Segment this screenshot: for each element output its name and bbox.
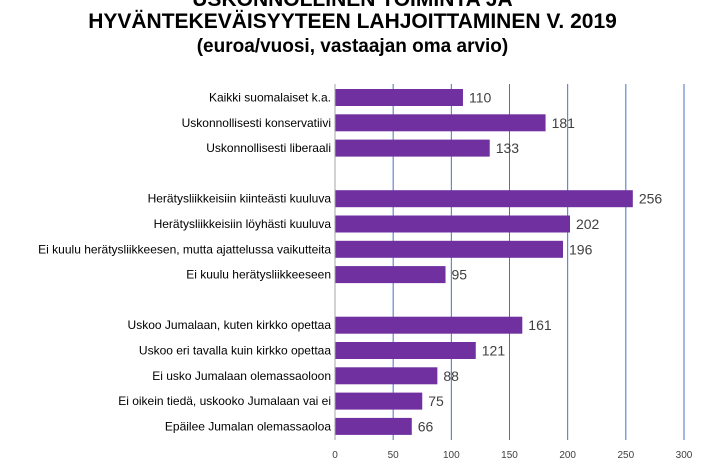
bar — [335, 316, 523, 334]
data-label: 196 — [569, 241, 593, 257]
x-tick-label: 150 — [501, 450, 518, 461]
data-label: 202 — [576, 216, 600, 232]
category-label: Ei usko Jumalaan olemassaoloon — [152, 369, 331, 383]
data-label: 110 — [469, 90, 492, 106]
x-tick-label: 0 — [332, 450, 338, 461]
bar — [335, 266, 446, 284]
bar — [335, 139, 490, 157]
category-label: Herätysliikkeisiin kiinteästi kuuluva — [148, 192, 332, 206]
chart-title-line-2: HYVÄNTEKEVÄISYYTEEN LAHJOITTAMINEN V. 20… — [88, 10, 617, 33]
data-label: 133 — [496, 140, 520, 156]
category-label: Herätysliikkeisiin löyhästi kuuluva — [154, 217, 332, 231]
bar — [335, 417, 412, 435]
bar — [335, 215, 570, 233]
category-label: Kaikki suomalaiset k.a. — [209, 91, 331, 105]
bar — [335, 114, 546, 132]
category-label: Epäilee Jumalan olemassaoloa — [165, 419, 331, 433]
category-label: Ei kuulu herätysliikkeesen, mutta ajatte… — [38, 242, 331, 256]
bar — [335, 190, 633, 208]
data-label: 121 — [482, 343, 506, 359]
data-label: 75 — [428, 393, 444, 409]
category-label: Ei oikein tiedä, uskooko Jumalaan vai ei — [118, 394, 331, 408]
chart-title-line-1: USKONNOLLINEN TOIMINTA JA — [0, 0, 705, 11]
bar — [335, 89, 463, 106]
data-label: 95 — [452, 267, 468, 283]
x-tick-label: 200 — [559, 450, 576, 461]
bar — [335, 240, 564, 258]
data-label: 66 — [418, 418, 434, 434]
x-tick-label: 100 — [443, 450, 460, 461]
bar — [335, 392, 423, 410]
data-label: 88 — [443, 368, 459, 384]
x-tick-label: 50 — [388, 450, 400, 461]
category-label: Ei kuulu herätysliikkeeseen — [186, 268, 331, 282]
category-label: Uskoo Jumalaan, kuten kirkko opettaa — [128, 318, 332, 332]
bar — [335, 367, 438, 385]
category-label: Uskonnollisesti konservatiivi — [182, 116, 331, 130]
data-label: 161 — [528, 317, 552, 333]
category-label: Uskoo eri tavalla kuin kirkko opettaa — [139, 344, 331, 358]
category-label: Uskonnollisesti liberaali — [206, 141, 331, 155]
x-tick-label: 300 — [676, 450, 693, 461]
chart-subtitle: (euroa/vuosi, vastaajan oma arvio) — [196, 36, 509, 57]
bar — [335, 342, 476, 359]
data-label: 256 — [639, 191, 663, 207]
x-tick-label: 250 — [617, 450, 634, 461]
data-label: 181 — [552, 115, 576, 131]
